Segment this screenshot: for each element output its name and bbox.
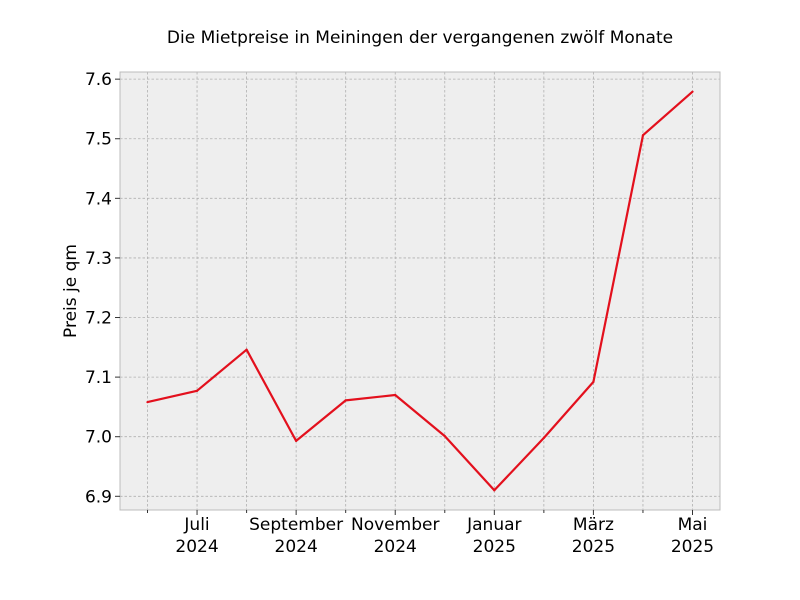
x-tick-label: Januar 2025 <box>466 515 521 557</box>
x-tick-label-line: November <box>351 515 439 535</box>
x-tick-label: März 2025 <box>572 515 615 557</box>
data-point <box>344 399 347 402</box>
x-tick-label-line: 2025 <box>671 537 714 557</box>
x-tick-label-line: Juli <box>183 515 209 535</box>
data-point <box>691 90 694 93</box>
data-point <box>443 435 446 438</box>
series-layer <box>146 90 694 492</box>
y-tick-label: 6.9 <box>85 487 112 507</box>
x-tick-label: November 2024 <box>351 515 439 557</box>
data-point <box>542 436 545 439</box>
plot-frame <box>119 71 721 511</box>
data-point <box>245 348 248 351</box>
data-point <box>146 401 149 404</box>
x-tick-label: Mai 2025 <box>671 515 714 557</box>
x-tick-label-line: 2025 <box>473 537 516 557</box>
x-tick-label-line: Januar <box>466 515 521 535</box>
data-point <box>592 380 595 383</box>
x-tick-label-line: September <box>249 515 343 535</box>
y-tick-label: 7.2 <box>85 309 112 329</box>
x-tick-label-line: 2024 <box>374 537 417 557</box>
data-point <box>493 489 496 492</box>
data-point <box>641 134 645 137</box>
x-tick-label-line: 2024 <box>175 537 218 557</box>
x-tick-label: Juli 2024 <box>175 515 218 557</box>
y-tick-label: 7.3 <box>85 249 112 269</box>
data-point <box>295 439 298 442</box>
y-tick-label: 7.0 <box>85 428 112 448</box>
plot-area <box>120 72 720 510</box>
y-tick-label: 7.1 <box>85 368 112 388</box>
x-tick-label-line: Mai <box>678 515 708 535</box>
x-tick-label-line: März <box>573 515 614 535</box>
x-tick-label: September 2024 <box>249 515 343 557</box>
y-tick-label: 7.4 <box>85 189 112 209</box>
data-point <box>394 393 397 397</box>
chart-title: Die Mietpreise in Meiningen der vergange… <box>167 28 673 48</box>
x-tick-label-line: 2025 <box>572 537 615 557</box>
y-axis-label: Preis je qm <box>61 244 81 338</box>
x-tick-label-line: 2024 <box>275 537 318 557</box>
series-line <box>147 90 694 492</box>
y-tick-label: 7.5 <box>85 130 112 150</box>
data-point <box>195 389 199 392</box>
y-tick-label: 7.6 <box>85 70 112 90</box>
